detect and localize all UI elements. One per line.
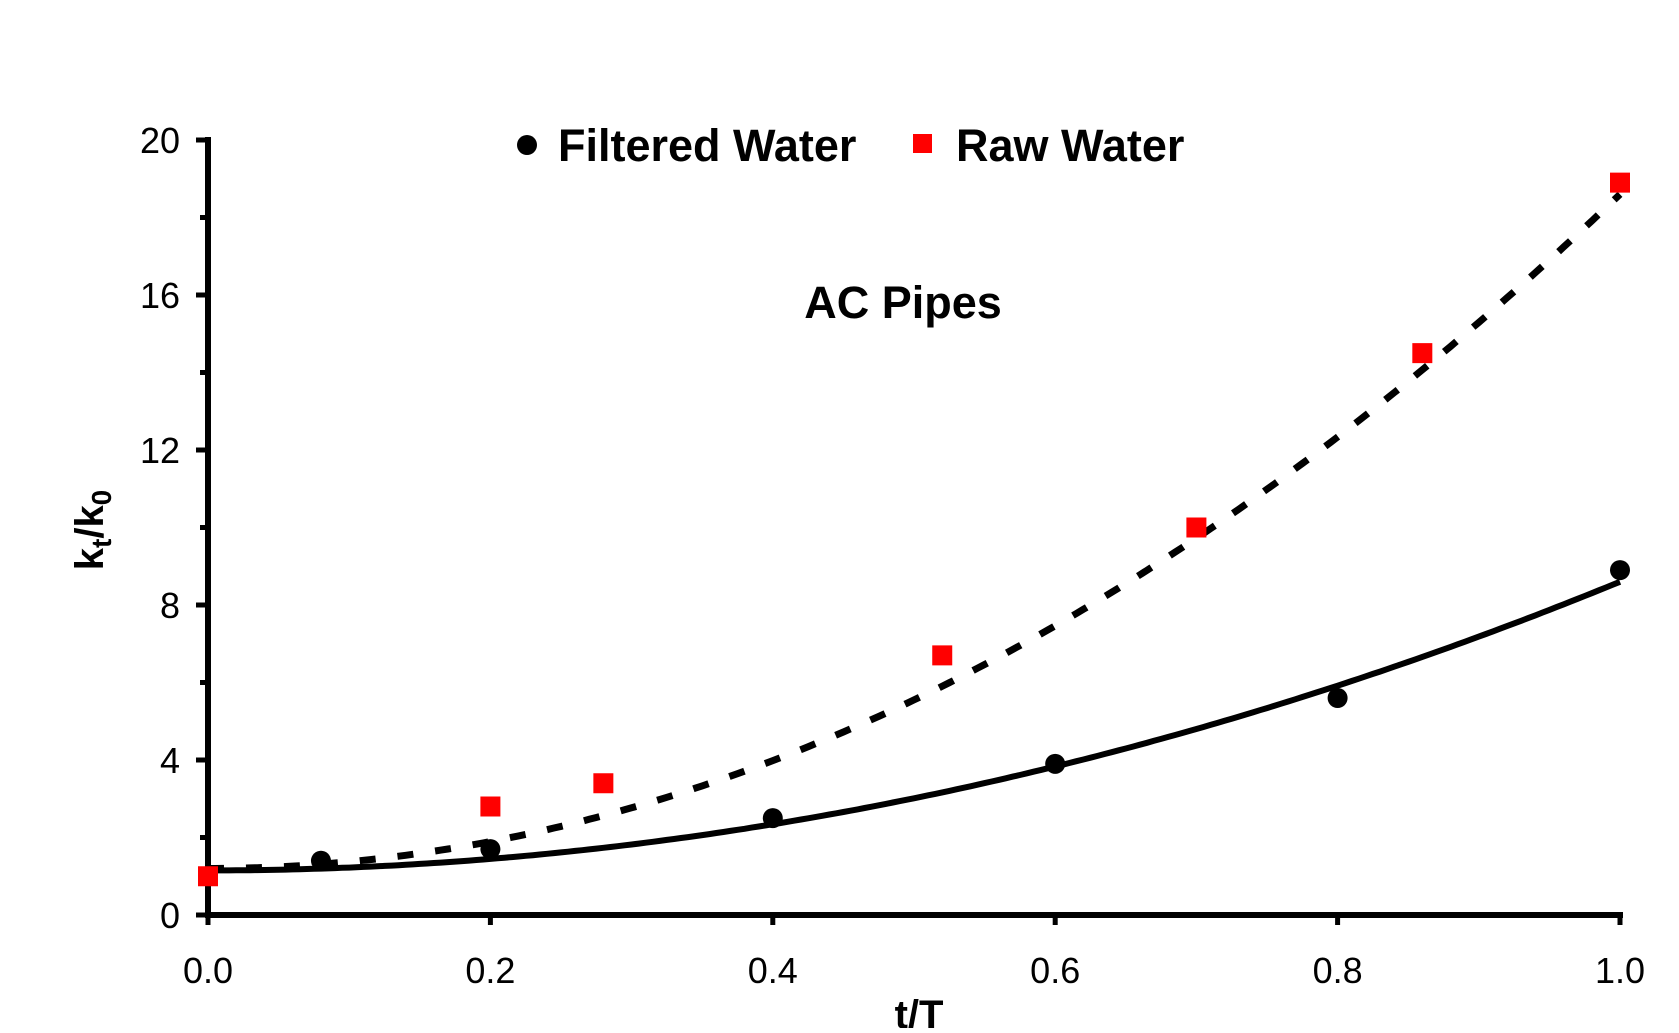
x-tick-label: 0.4 [748, 950, 798, 991]
y-axis-title-mid: /k [68, 505, 112, 539]
x-tick-label: 0.6 [1030, 950, 1080, 991]
x-tick-label: 1.0 [1595, 950, 1645, 991]
x-tick-label: 0.0 [183, 950, 233, 991]
y-tick-label: 12 [140, 430, 180, 471]
point-raw-water [593, 773, 614, 794]
point-raw-water [932, 645, 953, 666]
point-filtered-water [310, 850, 331, 871]
ticks: 0 4 8 12 16 20 0.0 0.2 0.4 0.6 0.8 1.0 [140, 120, 1645, 991]
y-tick-label: 16 [140, 275, 180, 316]
y-axis-title-sub-t: t [86, 539, 117, 548]
y-tick-label: 4 [160, 740, 180, 781]
point-filtered-water [1610, 560, 1630, 581]
point-filtered-water [1045, 753, 1066, 774]
point-filtered-water [1327, 688, 1348, 708]
point-filtered-water [480, 839, 501, 860]
y-tick-label: 20 [140, 120, 180, 161]
x-tick-label: 0.8 [1313, 950, 1363, 991]
chart-annotation: AC Pipes [804, 277, 1002, 328]
y-axis-title-base: k [68, 547, 112, 570]
x-axis-title: t/T [895, 993, 944, 1028]
data-points [198, 172, 1630, 887]
x-tick-label: 0.2 [465, 950, 515, 991]
point-raw-water [1610, 172, 1630, 193]
legend-marker-raw-water [913, 134, 932, 153]
y-tick-label: 0 [160, 895, 180, 936]
trendline-filtered-water [208, 579, 1622, 874]
point-raw-water [480, 796, 501, 817]
y-axis-title: kt/k0 [68, 490, 117, 571]
trendline-raw-water [208, 191, 1623, 872]
point-filtered-water [762, 808, 783, 829]
trendlines [208, 191, 1623, 874]
y-axis-title-sub-0: 0 [86, 490, 117, 506]
y-tick-label: 8 [160, 585, 180, 626]
legend-label-filtered-water: Filtered Water [558, 120, 856, 171]
point-raw-water [1412, 343, 1433, 364]
legend: Filtered Water Raw Water [517, 120, 1184, 171]
legend-label-raw-water: Raw Water [956, 120, 1184, 171]
point-raw-water [198, 866, 218, 887]
point-raw-water [1186, 517, 1207, 538]
legend-marker-filtered-water [517, 135, 537, 155]
